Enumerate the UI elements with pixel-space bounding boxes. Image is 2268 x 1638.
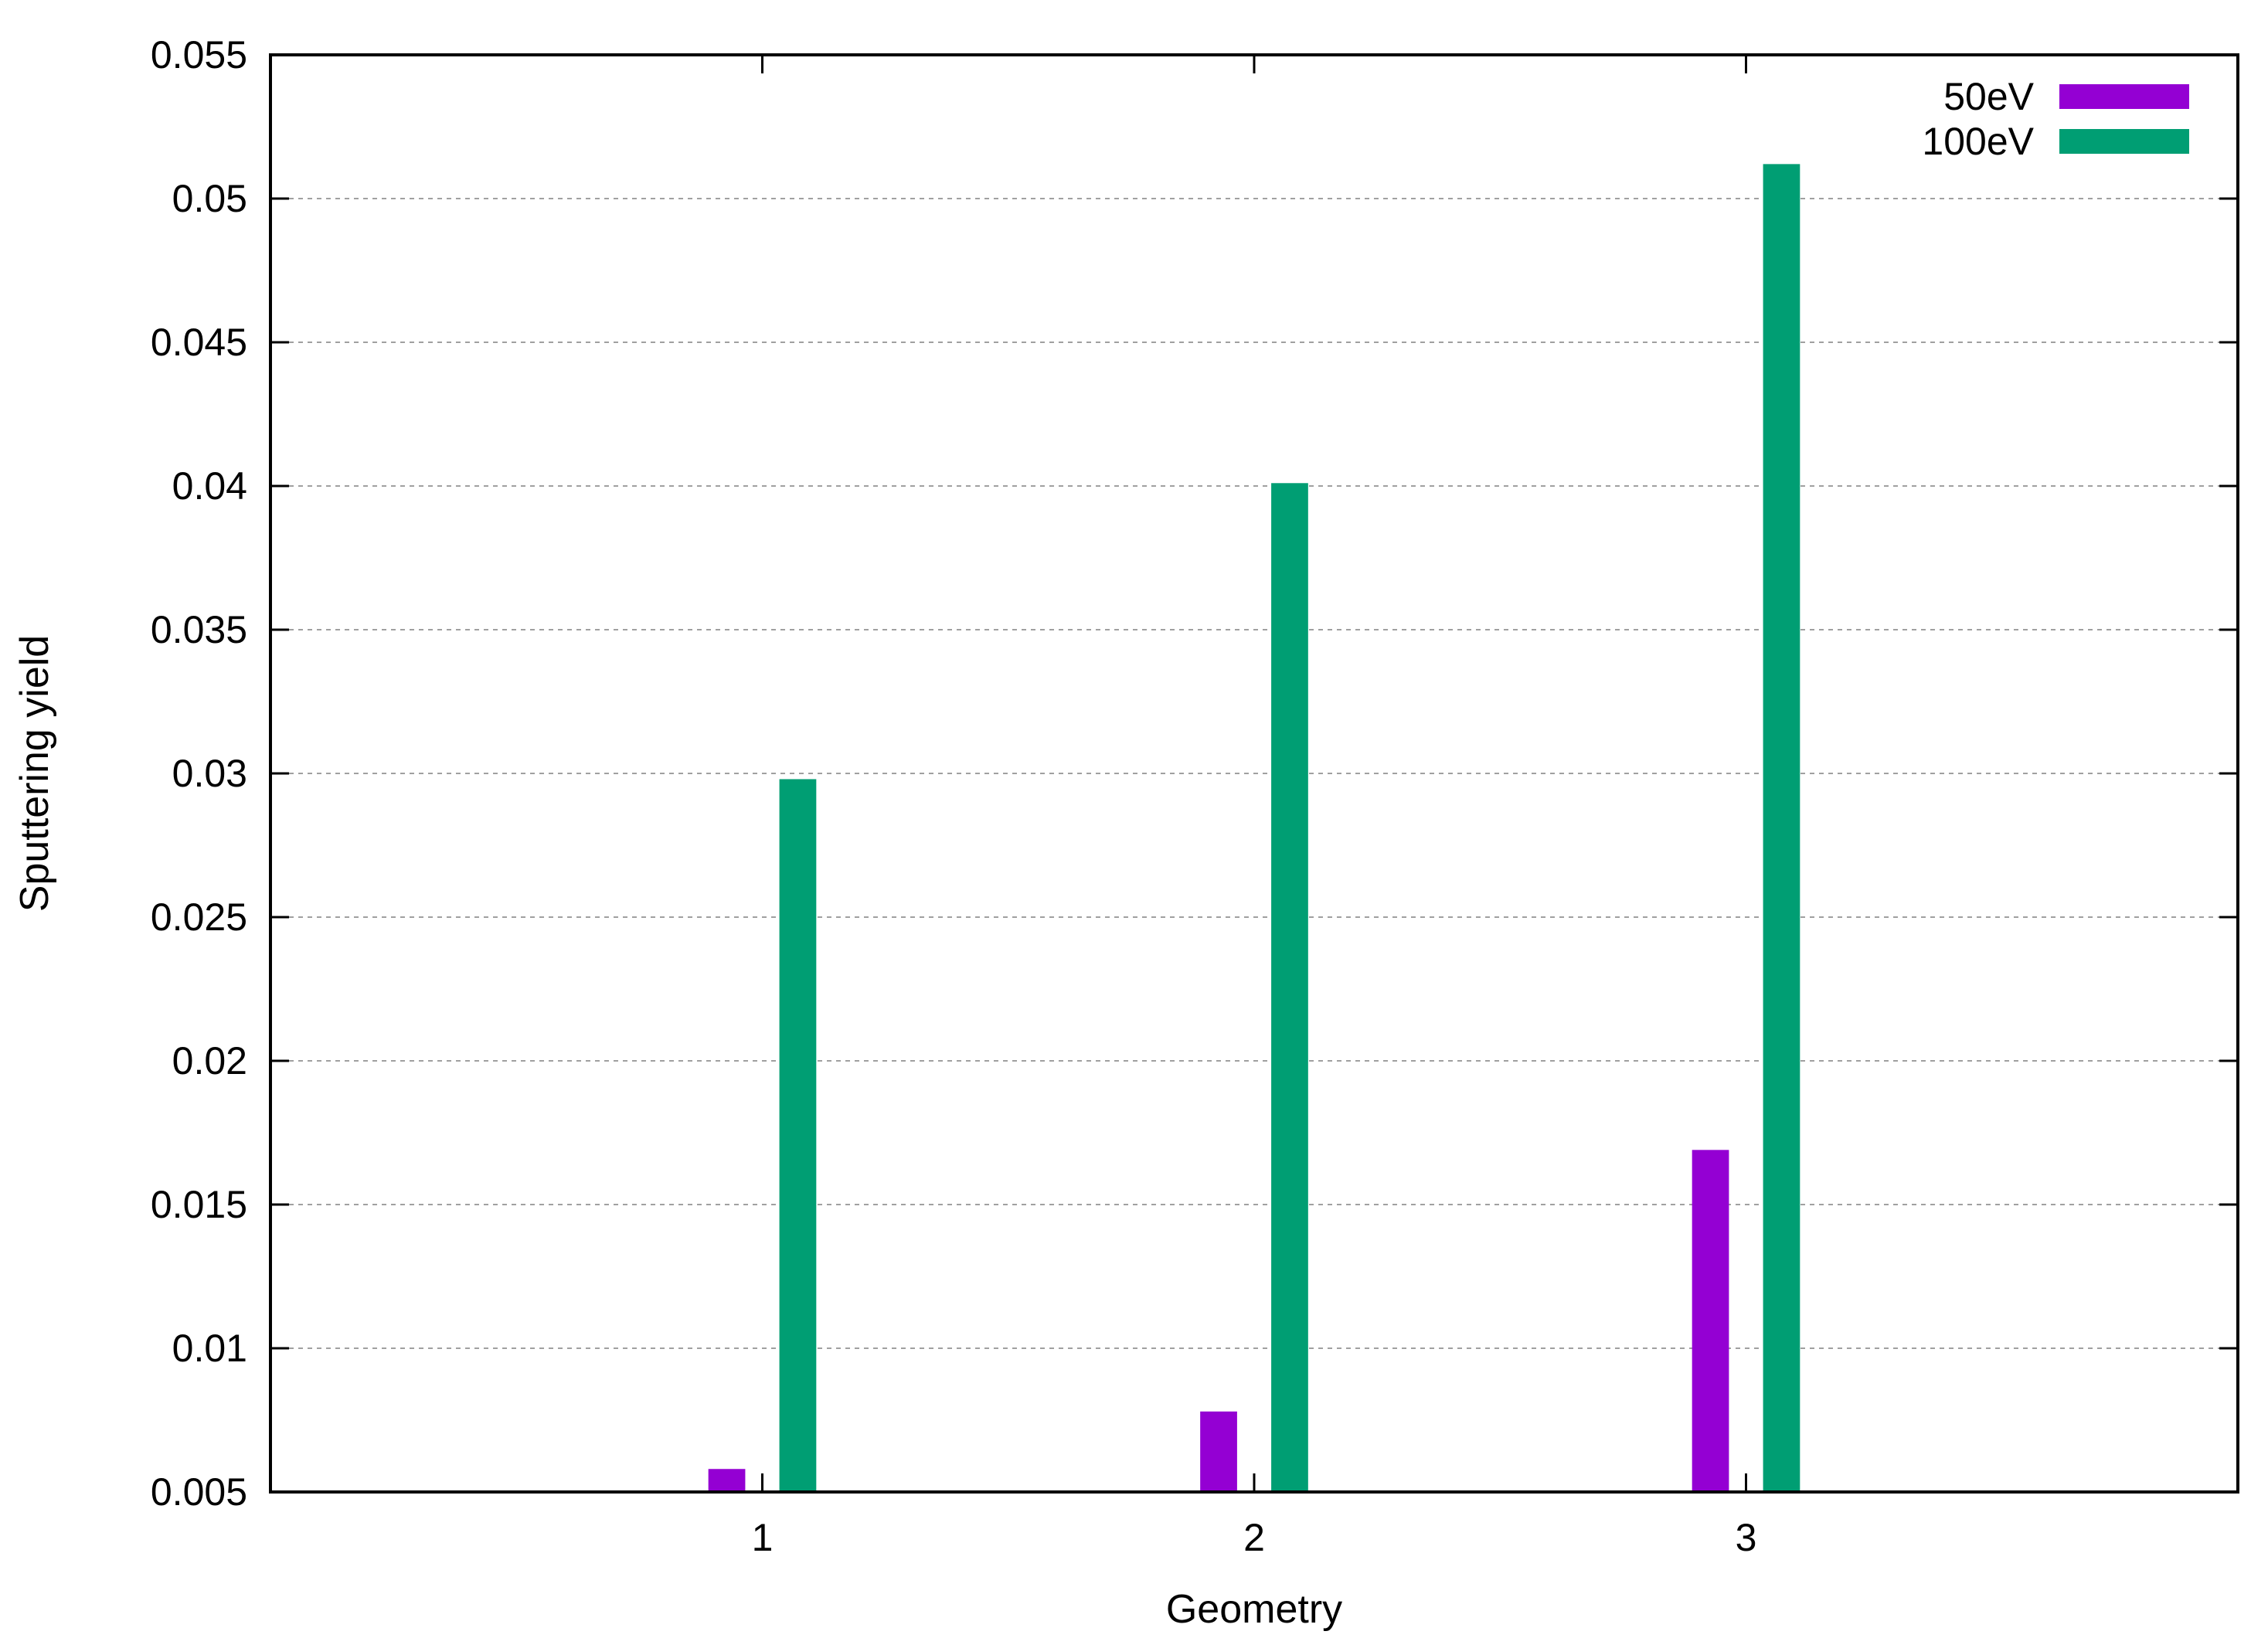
bar-100eV-geometry-1 xyxy=(779,779,817,1492)
x-tick-label: 3 xyxy=(1736,1516,1757,1559)
y-tick-label: 0.025 xyxy=(151,895,247,939)
bars xyxy=(708,164,1800,1493)
legend-swatch-100eV xyxy=(2059,129,2189,154)
y-tick-label: 0.01 xyxy=(172,1327,247,1370)
bar-50eV-geometry-1 xyxy=(708,1469,746,1492)
x-tick-labels: 1 2 3 xyxy=(752,1516,1757,1559)
y-tick-label: 0.055 xyxy=(151,33,247,76)
bar-50eV-geometry-2 xyxy=(1200,1411,1237,1492)
x-tick-label: 2 xyxy=(1243,1516,1265,1559)
y-tick-label: 0.02 xyxy=(172,1039,247,1082)
x-axis-label: Geometry xyxy=(1166,1587,1342,1632)
legend-label-100eV: 100eV xyxy=(1922,120,2034,163)
y-tick-label: 0.045 xyxy=(151,321,247,364)
bar-100eV-geometry-2 xyxy=(1271,483,1308,1492)
y-tick-label: 0.04 xyxy=(172,464,247,508)
y-tick-label: 0.035 xyxy=(151,608,247,651)
bar-50eV-geometry-3 xyxy=(1692,1150,1729,1492)
bar-100eV-geometry-3 xyxy=(1763,164,1800,1493)
y-tick-label: 0.015 xyxy=(151,1183,247,1226)
plot-frame xyxy=(269,53,2239,1494)
y-tick-label: 0.05 xyxy=(172,177,247,220)
y-tick-labels: 0.005 0.01 0.015 0.02 0.025 0.03 0.035 0.04 0.04… xyxy=(151,33,247,1514)
ticks xyxy=(270,53,2238,1494)
gridlines xyxy=(270,198,2238,1349)
legend-swatch-50eV xyxy=(2059,84,2189,109)
y-tick-label: 0.005 xyxy=(151,1470,247,1514)
y-tick-label: 0.03 xyxy=(172,752,247,795)
legend-label-50eV: 50eV xyxy=(1943,75,2034,118)
y-axis-label: Sputtering yield xyxy=(12,635,57,912)
x-tick-label: 1 xyxy=(752,1516,774,1559)
